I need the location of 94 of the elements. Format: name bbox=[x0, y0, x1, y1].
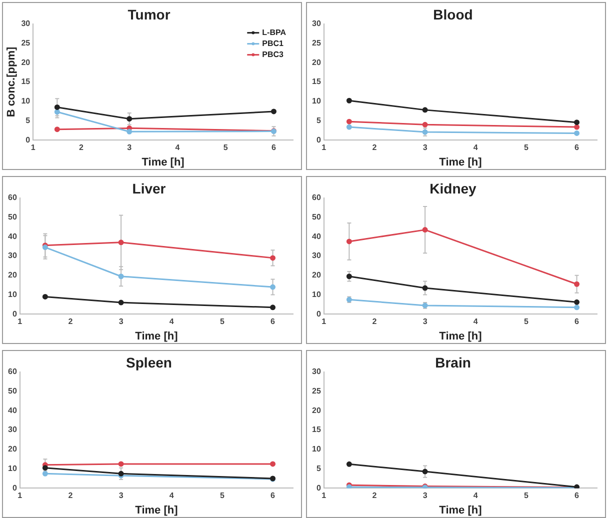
x-tick-label: 3 bbox=[422, 491, 428, 500]
x-tick-label: 2 bbox=[68, 317, 74, 326]
x-axis-title: Time [h] bbox=[439, 504, 482, 516]
x-tick-label: 5 bbox=[524, 143, 529, 152]
y-tick-label: 30 bbox=[8, 425, 18, 434]
x-tick-label: 1 bbox=[322, 143, 327, 152]
chart-title: Kidney bbox=[430, 180, 477, 196]
y-tick-label: 60 bbox=[8, 193, 18, 202]
legend-label: PBC3 bbox=[262, 50, 284, 60]
y-tick-label: 30 bbox=[21, 19, 31, 28]
x-tick-label: 2 bbox=[68, 491, 74, 500]
y-tick-label: 40 bbox=[312, 232, 322, 241]
chart-title: Spleen bbox=[126, 354, 172, 370]
legend-label: PBC1 bbox=[262, 39, 284, 48]
y-tick-label: 0 bbox=[316, 483, 322, 492]
y-tick-label: 0 bbox=[316, 135, 322, 144]
x-axis-title: Time [h] bbox=[135, 504, 178, 516]
y-tick-label: 50 bbox=[312, 212, 322, 222]
chart-title: Liver bbox=[132, 180, 166, 196]
x-tick-label: 4 bbox=[473, 491, 478, 500]
y-tick-label: 30 bbox=[8, 251, 18, 260]
x-tick-label: 3 bbox=[127, 143, 132, 152]
y-tick-label: 30 bbox=[312, 367, 322, 376]
x-tick-label: 5 bbox=[524, 491, 529, 500]
x-tick-label: 1 bbox=[322, 317, 327, 326]
chart-title: Brain bbox=[435, 354, 471, 370]
y-tick-label: 20 bbox=[312, 406, 322, 415]
x-tick-label: 6 bbox=[574, 491, 580, 500]
x-tick-label: 2 bbox=[372, 317, 378, 326]
x-axis-title: Time [h] bbox=[439, 156, 482, 168]
y-tick-label: 40 bbox=[8, 232, 18, 241]
y-tick-label: 10 bbox=[312, 444, 322, 454]
x-tick-label: 5 bbox=[220, 491, 225, 500]
x-tick-label: 1 bbox=[30, 143, 36, 152]
y-tick-label: 5 bbox=[316, 464, 322, 474]
x-tick-label: 3 bbox=[422, 317, 428, 326]
y-tick-label: 5 bbox=[26, 116, 31, 126]
x-tick-label: 6 bbox=[270, 491, 276, 500]
x-tick-label: 5 bbox=[223, 143, 228, 152]
y-tick-label: 15 bbox=[21, 77, 31, 86]
y-tick-label: 50 bbox=[8, 212, 18, 222]
x-tick-label: 2 bbox=[79, 143, 84, 152]
y-tick-label: 10 bbox=[312, 290, 322, 300]
x-tick-label: 3 bbox=[118, 491, 124, 500]
x-tick-label: 6 bbox=[270, 317, 276, 326]
x-tick-label: 3 bbox=[118, 317, 124, 326]
y-tick-label: 15 bbox=[312, 425, 322, 434]
y-tick-label: 25 bbox=[312, 38, 322, 48]
x-tick-label: 5 bbox=[524, 317, 529, 326]
x-tick-label: 1 bbox=[322, 491, 327, 500]
x-tick-label: 4 bbox=[175, 143, 180, 152]
y-tick-label: 20 bbox=[312, 270, 322, 280]
x-axis-title: Time [h] bbox=[439, 330, 482, 342]
y-axis-title: B conc.[ppm] bbox=[6, 46, 18, 118]
x-tick-label: 6 bbox=[574, 317, 580, 326]
y-tick-label: 10 bbox=[21, 96, 31, 106]
y-tick-label: 10 bbox=[312, 96, 322, 106]
y-tick-label: 5 bbox=[316, 116, 322, 126]
x-tick-label: 2 bbox=[372, 491, 378, 500]
chart-title: Blood bbox=[433, 6, 473, 22]
chart-title: Tumor bbox=[128, 6, 171, 22]
x-axis-title: Time [h] bbox=[135, 330, 178, 342]
y-tick-label: 20 bbox=[21, 58, 31, 67]
y-tick-label: 60 bbox=[312, 193, 322, 202]
y-tick-label: 40 bbox=[8, 406, 18, 415]
y-tick-label: 25 bbox=[312, 386, 322, 396]
x-tick-label: 4 bbox=[473, 143, 478, 152]
y-tick-label: 0 bbox=[26, 135, 31, 144]
x-tick-label: 4 bbox=[473, 317, 478, 326]
y-tick-label: 20 bbox=[8, 270, 18, 280]
y-tick-label: 20 bbox=[8, 444, 18, 454]
y-tick-label: 0 bbox=[12, 309, 18, 318]
x-tick-label: 5 bbox=[220, 317, 225, 326]
y-tick-label: 10 bbox=[8, 464, 18, 474]
y-tick-label: 15 bbox=[312, 77, 322, 86]
x-tick-label: 4 bbox=[169, 317, 174, 326]
y-tick-label: 30 bbox=[312, 19, 322, 28]
x-axis-title: Time [h] bbox=[142, 156, 185, 168]
y-tick-label: 20 bbox=[312, 58, 322, 67]
y-tick-label: 50 bbox=[8, 386, 18, 396]
x-tick-label: 4 bbox=[169, 491, 174, 500]
y-tick-label: 60 bbox=[8, 367, 18, 376]
x-tick-label: 3 bbox=[422, 143, 428, 152]
y-tick-label: 10 bbox=[8, 290, 18, 300]
x-tick-label: 1 bbox=[18, 317, 23, 326]
y-tick-label: 25 bbox=[21, 38, 31, 48]
y-tick-label: 0 bbox=[12, 483, 18, 492]
legend-label: L-BPA bbox=[262, 28, 286, 38]
x-tick-label: 2 bbox=[372, 143, 378, 152]
x-tick-label: 1 bbox=[18, 491, 23, 500]
x-tick-label: 6 bbox=[574, 143, 580, 152]
y-tick-label: 30 bbox=[312, 251, 322, 260]
y-tick-label: 0 bbox=[316, 309, 322, 318]
x-tick-label: 6 bbox=[272, 143, 277, 152]
